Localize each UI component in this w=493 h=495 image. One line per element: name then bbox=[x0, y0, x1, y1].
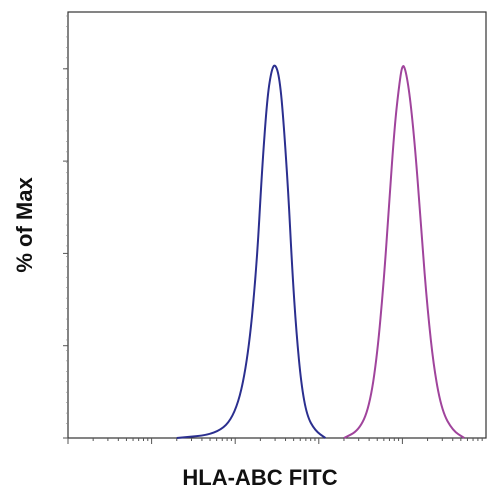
axis-ticks bbox=[63, 15, 483, 444]
series-layer bbox=[176, 64, 465, 439]
histogram-series-2 bbox=[343, 65, 465, 439]
plot-frame bbox=[67, 11, 487, 439]
histogram-series-1 bbox=[176, 64, 326, 439]
y-axis-label: % of Max bbox=[12, 177, 37, 273]
x-axis-label: HLA-ABC FITC bbox=[182, 465, 337, 490]
